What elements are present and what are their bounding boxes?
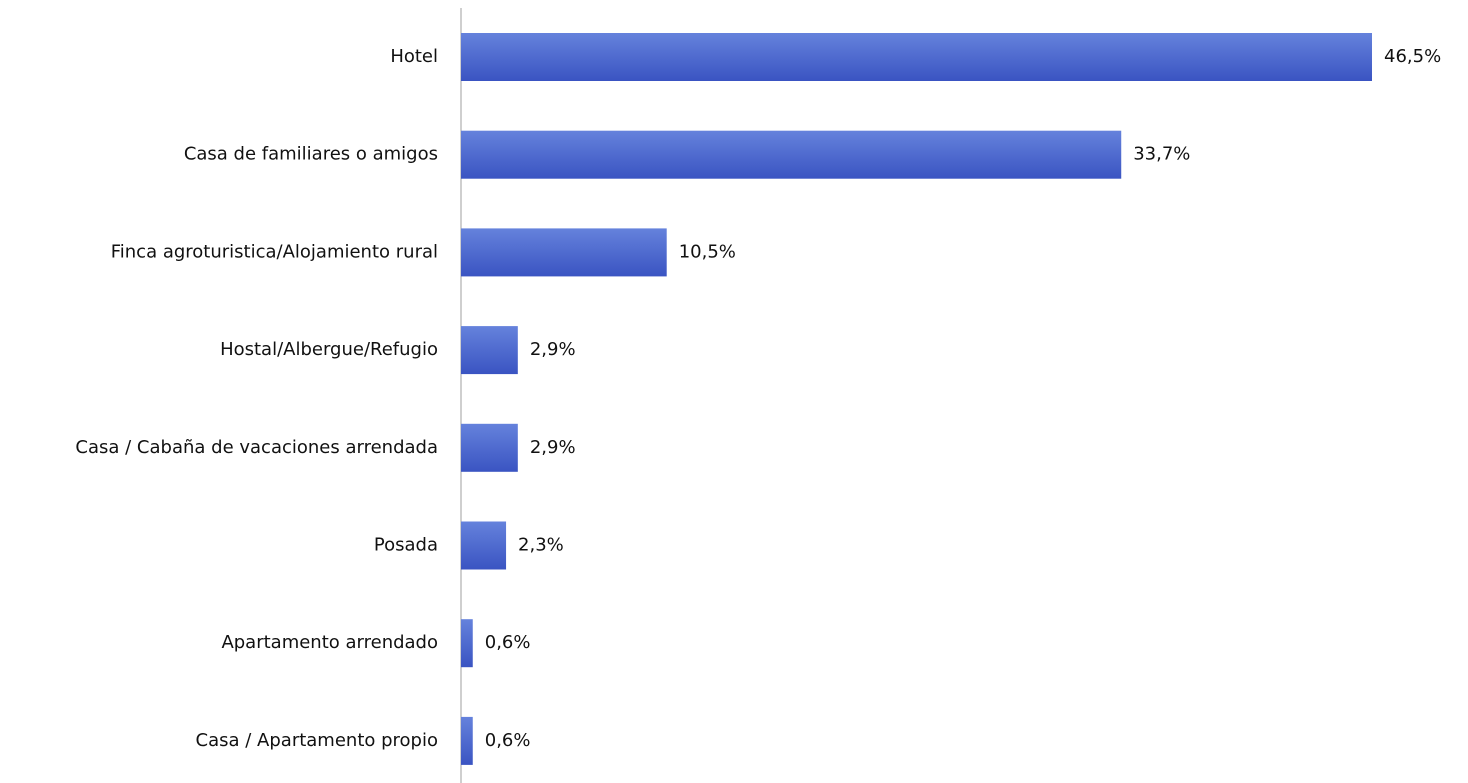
category-label: Hostal/Albergue/Refugio [220, 339, 438, 360]
value-label: 0,6% [485, 730, 531, 751]
value-label: 10,5% [679, 241, 736, 262]
category-label: Casa / Apartamento propio [196, 730, 438, 751]
bar [461, 33, 1372, 81]
bar [461, 716, 473, 765]
category-label: Casa / Cabaña de vacaciones arrendada [75, 437, 438, 458]
value-label: 0,6% [485, 632, 531, 653]
category-label: Finca agroturistica/Alojamiento rural [111, 241, 438, 262]
value-label: 2,3% [518, 535, 564, 556]
value-label: 33,7% [1133, 144, 1190, 165]
value-label: 2,9% [530, 339, 576, 360]
bar [461, 619, 473, 668]
bar [461, 228, 667, 277]
category-label: Casa de familiares o amigos [184, 144, 438, 165]
bar [461, 521, 507, 570]
category-label: Hotel [390, 46, 438, 67]
value-label: 46,5% [1384, 46, 1441, 67]
bar [461, 423, 518, 472]
value-label: 2,9% [530, 437, 576, 458]
bar [461, 326, 518, 375]
category-label: Posada [374, 535, 438, 556]
category-label: Apartamento arrendado [221, 632, 438, 653]
bar [461, 130, 1122, 179]
